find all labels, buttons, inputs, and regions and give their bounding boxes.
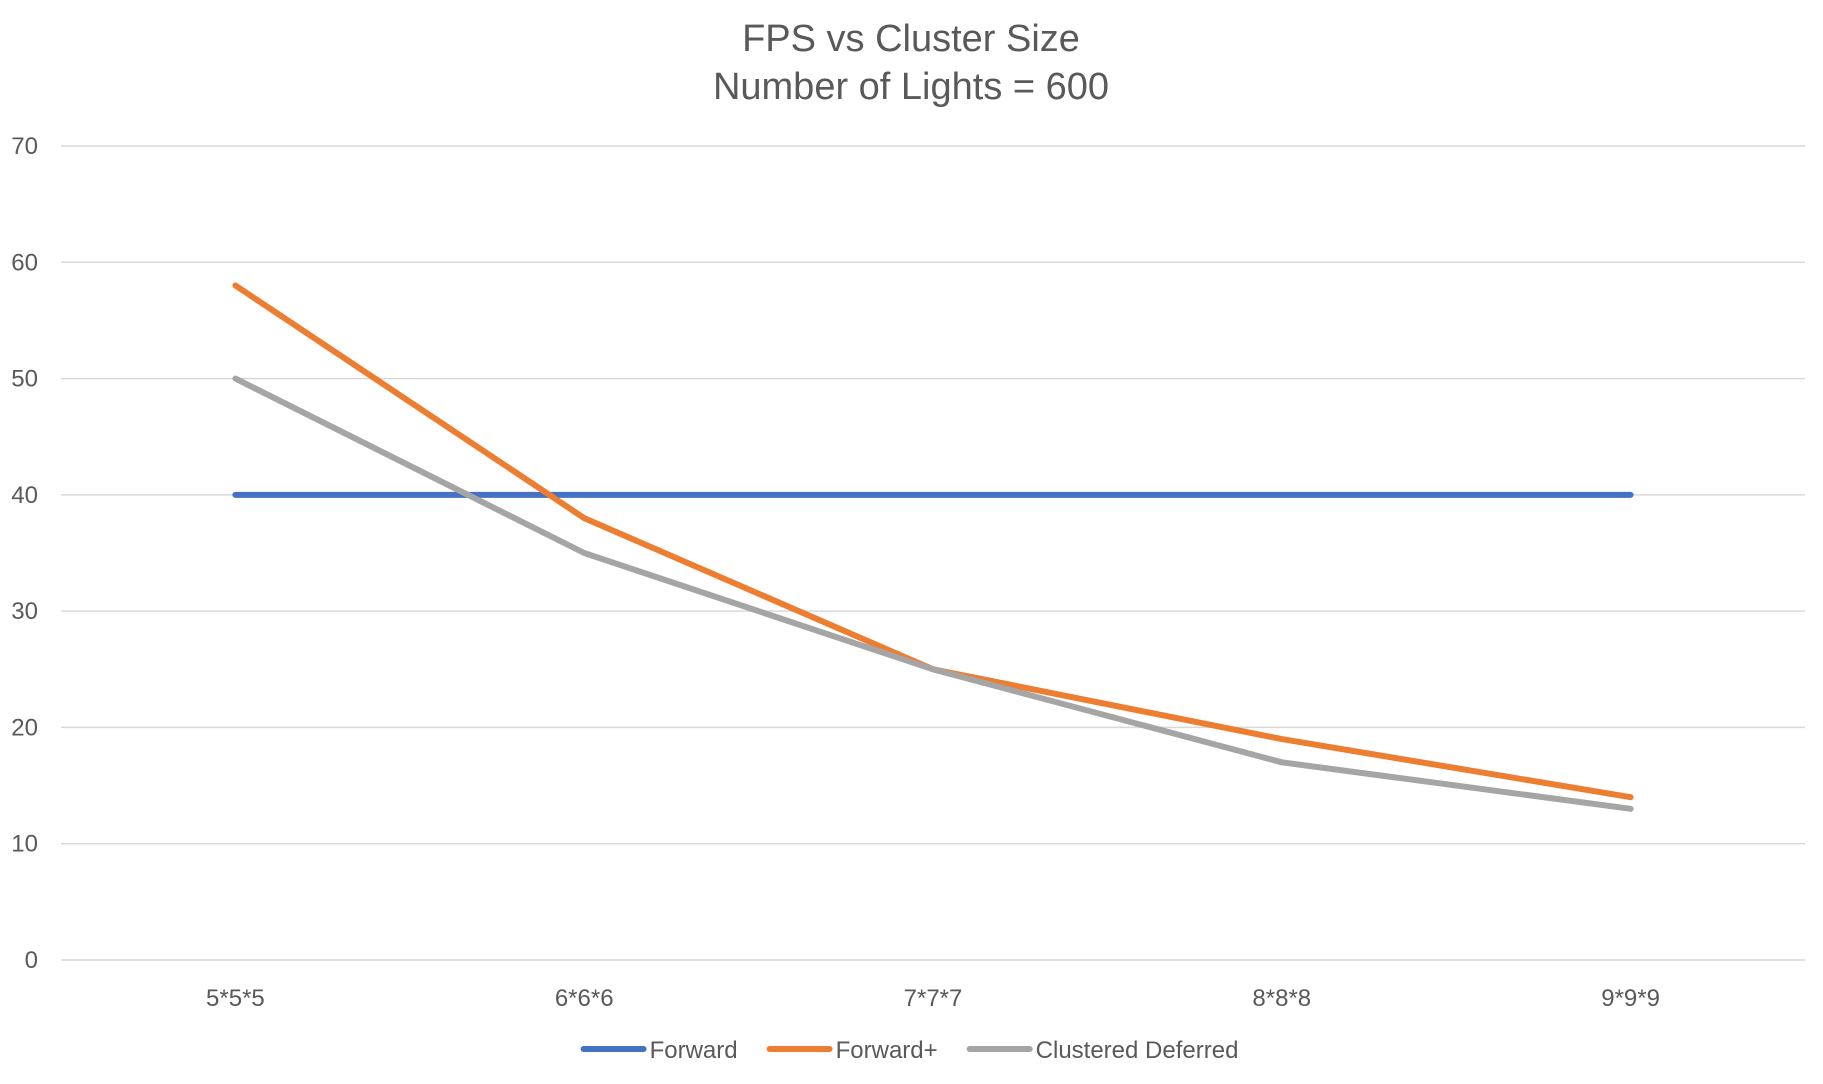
gridlines bbox=[61, 145, 1805, 961]
chart-subtitle: Number of Lights = 600 bbox=[713, 66, 1109, 108]
x-axis-ticks: 5*5*5 6*6*6 7*7*7 8*8*8 9*9*9 bbox=[206, 985, 1660, 1012]
legend-label: Forward+ bbox=[836, 1037, 938, 1064]
legend: Forward Forward+ Clustered Deferred bbox=[580, 1037, 1239, 1064]
series-line bbox=[232, 375, 1634, 812]
y-tick-label: 50 bbox=[11, 366, 38, 393]
y-tick-label: 10 bbox=[11, 831, 38, 858]
y-tick-label: 30 bbox=[11, 598, 38, 625]
x-tick-label: 5*5*5 bbox=[206, 985, 265, 1012]
series-lines bbox=[232, 282, 1634, 812]
legend-label: Forward bbox=[650, 1037, 738, 1064]
chart-title: FPS vs Cluster Size bbox=[742, 18, 1080, 60]
y-tick-label: 60 bbox=[11, 249, 38, 276]
x-tick-label: 8*8*8 bbox=[1252, 985, 1311, 1012]
legend-label: Clustered Deferred bbox=[1036, 1037, 1239, 1064]
y-tick-label: 40 bbox=[11, 482, 38, 509]
x-tick-label: 6*6*6 bbox=[555, 985, 614, 1012]
x-tick-label: 7*7*7 bbox=[904, 985, 963, 1012]
y-tick-label: 0 bbox=[25, 947, 38, 974]
y-tick-label: 70 bbox=[11, 133, 38, 160]
x-tick-label: 9*9*9 bbox=[1601, 985, 1660, 1012]
series-line bbox=[232, 282, 1634, 801]
y-axis-ticks: 0 10 20 30 40 50 60 70 bbox=[11, 133, 38, 974]
y-tick-label: 20 bbox=[11, 714, 38, 741]
